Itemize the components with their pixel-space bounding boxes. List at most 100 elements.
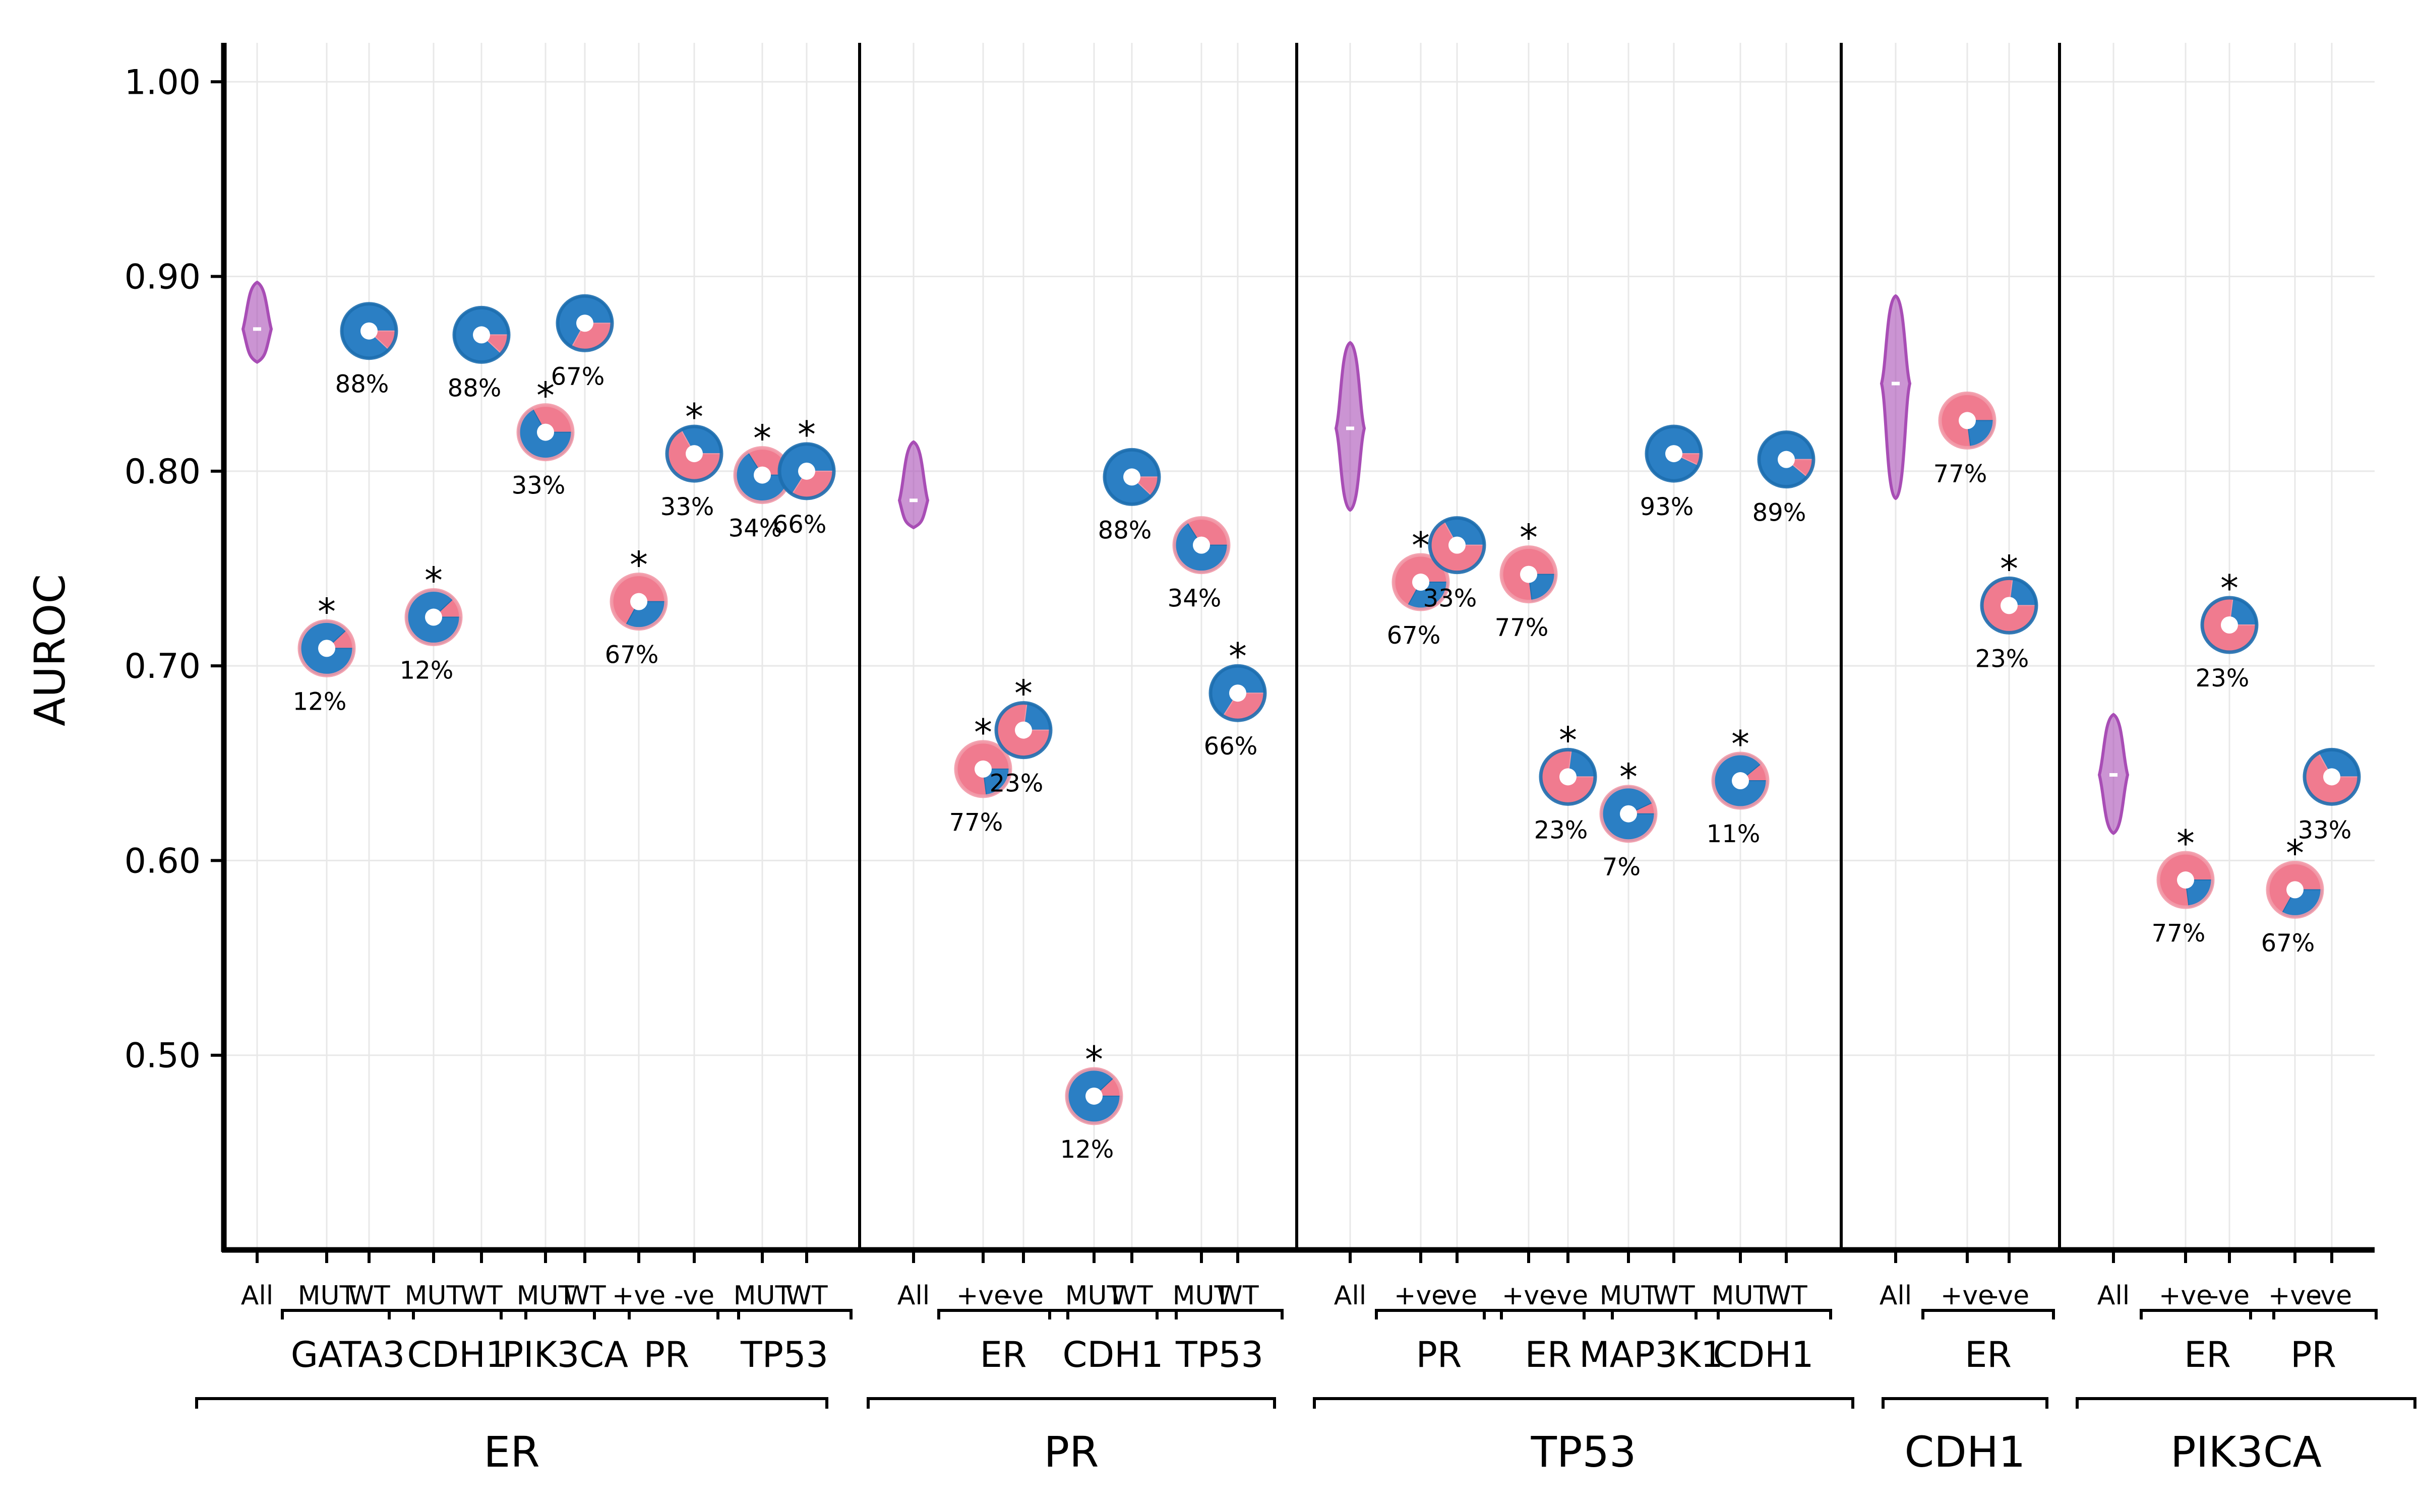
point-percent-label: 12% bbox=[400, 657, 454, 685]
point-percent-label: 7% bbox=[1602, 853, 1641, 881]
donut-point: 34% bbox=[1168, 516, 1231, 613]
subgroup-bracket bbox=[388, 1309, 527, 1319]
subgroup-label: GATA3 bbox=[291, 1334, 405, 1375]
donut-hole bbox=[576, 314, 593, 332]
x-tick-label: WT bbox=[1653, 1281, 1695, 1311]
significance-star: * bbox=[1229, 635, 1247, 677]
point-percent-label: 33% bbox=[512, 472, 566, 500]
donut-point: 67% * bbox=[2261, 832, 2324, 957]
donut-outline bbox=[1065, 1067, 1123, 1125]
donut-point: 77% * bbox=[1495, 517, 1558, 642]
donut-outline bbox=[994, 701, 1053, 760]
significance-star: * bbox=[2286, 832, 2304, 874]
violins bbox=[241, 280, 2130, 835]
panel-label: ER bbox=[483, 1427, 539, 1477]
point-percent-label: 67% bbox=[2261, 929, 2315, 957]
y-tick-label: 0.60 bbox=[125, 841, 201, 881]
donut-point: 34% * bbox=[729, 417, 792, 543]
donut-outline bbox=[2200, 596, 2259, 654]
donut-outline bbox=[1938, 391, 1996, 450]
donut-point: 88% bbox=[448, 305, 511, 402]
donut-point: 67% bbox=[551, 294, 614, 391]
point-percent-label: 77% bbox=[1495, 614, 1549, 642]
donut-hole bbox=[1559, 768, 1577, 786]
donut-point: 66% * bbox=[1204, 635, 1267, 761]
donut-hole bbox=[1193, 536, 1210, 554]
x-tick-label: WT bbox=[1765, 1281, 1807, 1311]
axes bbox=[221, 43, 2375, 1253]
point-percent-label: 66% bbox=[1204, 732, 1258, 761]
point-percent-label: 23% bbox=[990, 770, 1044, 798]
donut-outline bbox=[665, 424, 723, 483]
x-tick-label: -ve bbox=[1548, 1281, 1588, 1311]
point-percent-label: 67% bbox=[605, 641, 659, 669]
donut-hole bbox=[754, 466, 771, 484]
x-tick-label: All bbox=[1334, 1281, 1366, 1311]
subgroup-label: ER bbox=[980, 1334, 1027, 1375]
y-tick-label: 0.90 bbox=[125, 258, 201, 297]
subgroup-label: TP53 bbox=[1175, 1334, 1263, 1375]
donut-outline bbox=[1499, 545, 1558, 604]
violin bbox=[1334, 341, 1366, 512]
significance-star: * bbox=[753, 417, 771, 460]
x-tick-label: -ve bbox=[1437, 1281, 1477, 1311]
donut-hole bbox=[1959, 412, 1976, 429]
point-percent-label: 66% bbox=[773, 511, 827, 539]
donut-outline bbox=[954, 740, 1012, 798]
donut-hole bbox=[1085, 1087, 1103, 1105]
y-tick-label: 0.80 bbox=[125, 452, 201, 492]
donut-hole bbox=[2323, 768, 2340, 786]
donut-hole bbox=[1229, 684, 1246, 702]
x-tick-label: -ve bbox=[2209, 1281, 2250, 1311]
donut-hole bbox=[2221, 616, 2238, 634]
x-tick-label: -ve bbox=[1003, 1281, 1044, 1311]
x-tick-label: +ve bbox=[2159, 1281, 2212, 1311]
donut-point: 23% * bbox=[1975, 547, 2038, 673]
point-percent-label: 33% bbox=[1423, 585, 1477, 613]
donut-point: 77% bbox=[1933, 391, 1996, 488]
subgroup-label: PR bbox=[644, 1334, 690, 1375]
donut-point: 7% * bbox=[1599, 756, 1658, 881]
donut-hole bbox=[318, 640, 335, 657]
donut-outline bbox=[1392, 553, 1450, 611]
donut-point: 12% * bbox=[1060, 1038, 1123, 1164]
panel-label: CDH1 bbox=[1905, 1427, 2026, 1477]
donut-hole bbox=[1123, 468, 1140, 486]
subgroup-label: PR bbox=[2290, 1334, 2336, 1375]
subgroup-bracket bbox=[716, 1309, 853, 1319]
subgroup-label: ER bbox=[1965, 1334, 2012, 1375]
subgroup-bracket bbox=[500, 1309, 631, 1319]
donut-hole bbox=[1015, 721, 1032, 739]
panel-bracket bbox=[2076, 1397, 2416, 1409]
panel-label: PIK3CA bbox=[2170, 1427, 2322, 1477]
subgroup-label: PIK3CA bbox=[502, 1334, 628, 1375]
x-tick-label: MUT bbox=[734, 1281, 792, 1311]
point-percent-label: 77% bbox=[949, 808, 1003, 837]
donut-outline bbox=[1539, 747, 1597, 806]
point-percent-label: 67% bbox=[1387, 621, 1441, 650]
donut-hole bbox=[1620, 805, 1637, 823]
donut-hole bbox=[975, 760, 992, 778]
donut-outline bbox=[1599, 785, 1658, 843]
significance-star: * bbox=[1085, 1038, 1103, 1081]
x-tick-label: WT bbox=[348, 1281, 390, 1311]
subgroup-label: CDH1 bbox=[1713, 1334, 1814, 1375]
significance-star: * bbox=[1559, 719, 1577, 761]
x-tick-label: +ve bbox=[1394, 1281, 1447, 1311]
subgroup-bracket bbox=[1483, 1309, 1614, 1319]
point-percent-label: 93% bbox=[1640, 493, 1694, 521]
x-tick-label: -ve bbox=[2312, 1281, 2352, 1311]
point-percent-label: 34% bbox=[1168, 585, 1222, 613]
significance-star: * bbox=[2000, 547, 2018, 590]
donut-outline bbox=[556, 294, 614, 352]
donut-hole bbox=[537, 423, 554, 441]
donut-outline bbox=[297, 619, 356, 677]
point-percent-label: 88% bbox=[1098, 516, 1152, 544]
donut-point: 12% * bbox=[400, 559, 463, 685]
subgroup-bracket bbox=[1156, 1309, 1284, 1319]
donut-hole bbox=[2177, 871, 2194, 889]
donut-outline bbox=[777, 442, 836, 500]
x-tick-label: WT bbox=[460, 1281, 502, 1311]
x-tick-label: +ve bbox=[2268, 1281, 2322, 1311]
